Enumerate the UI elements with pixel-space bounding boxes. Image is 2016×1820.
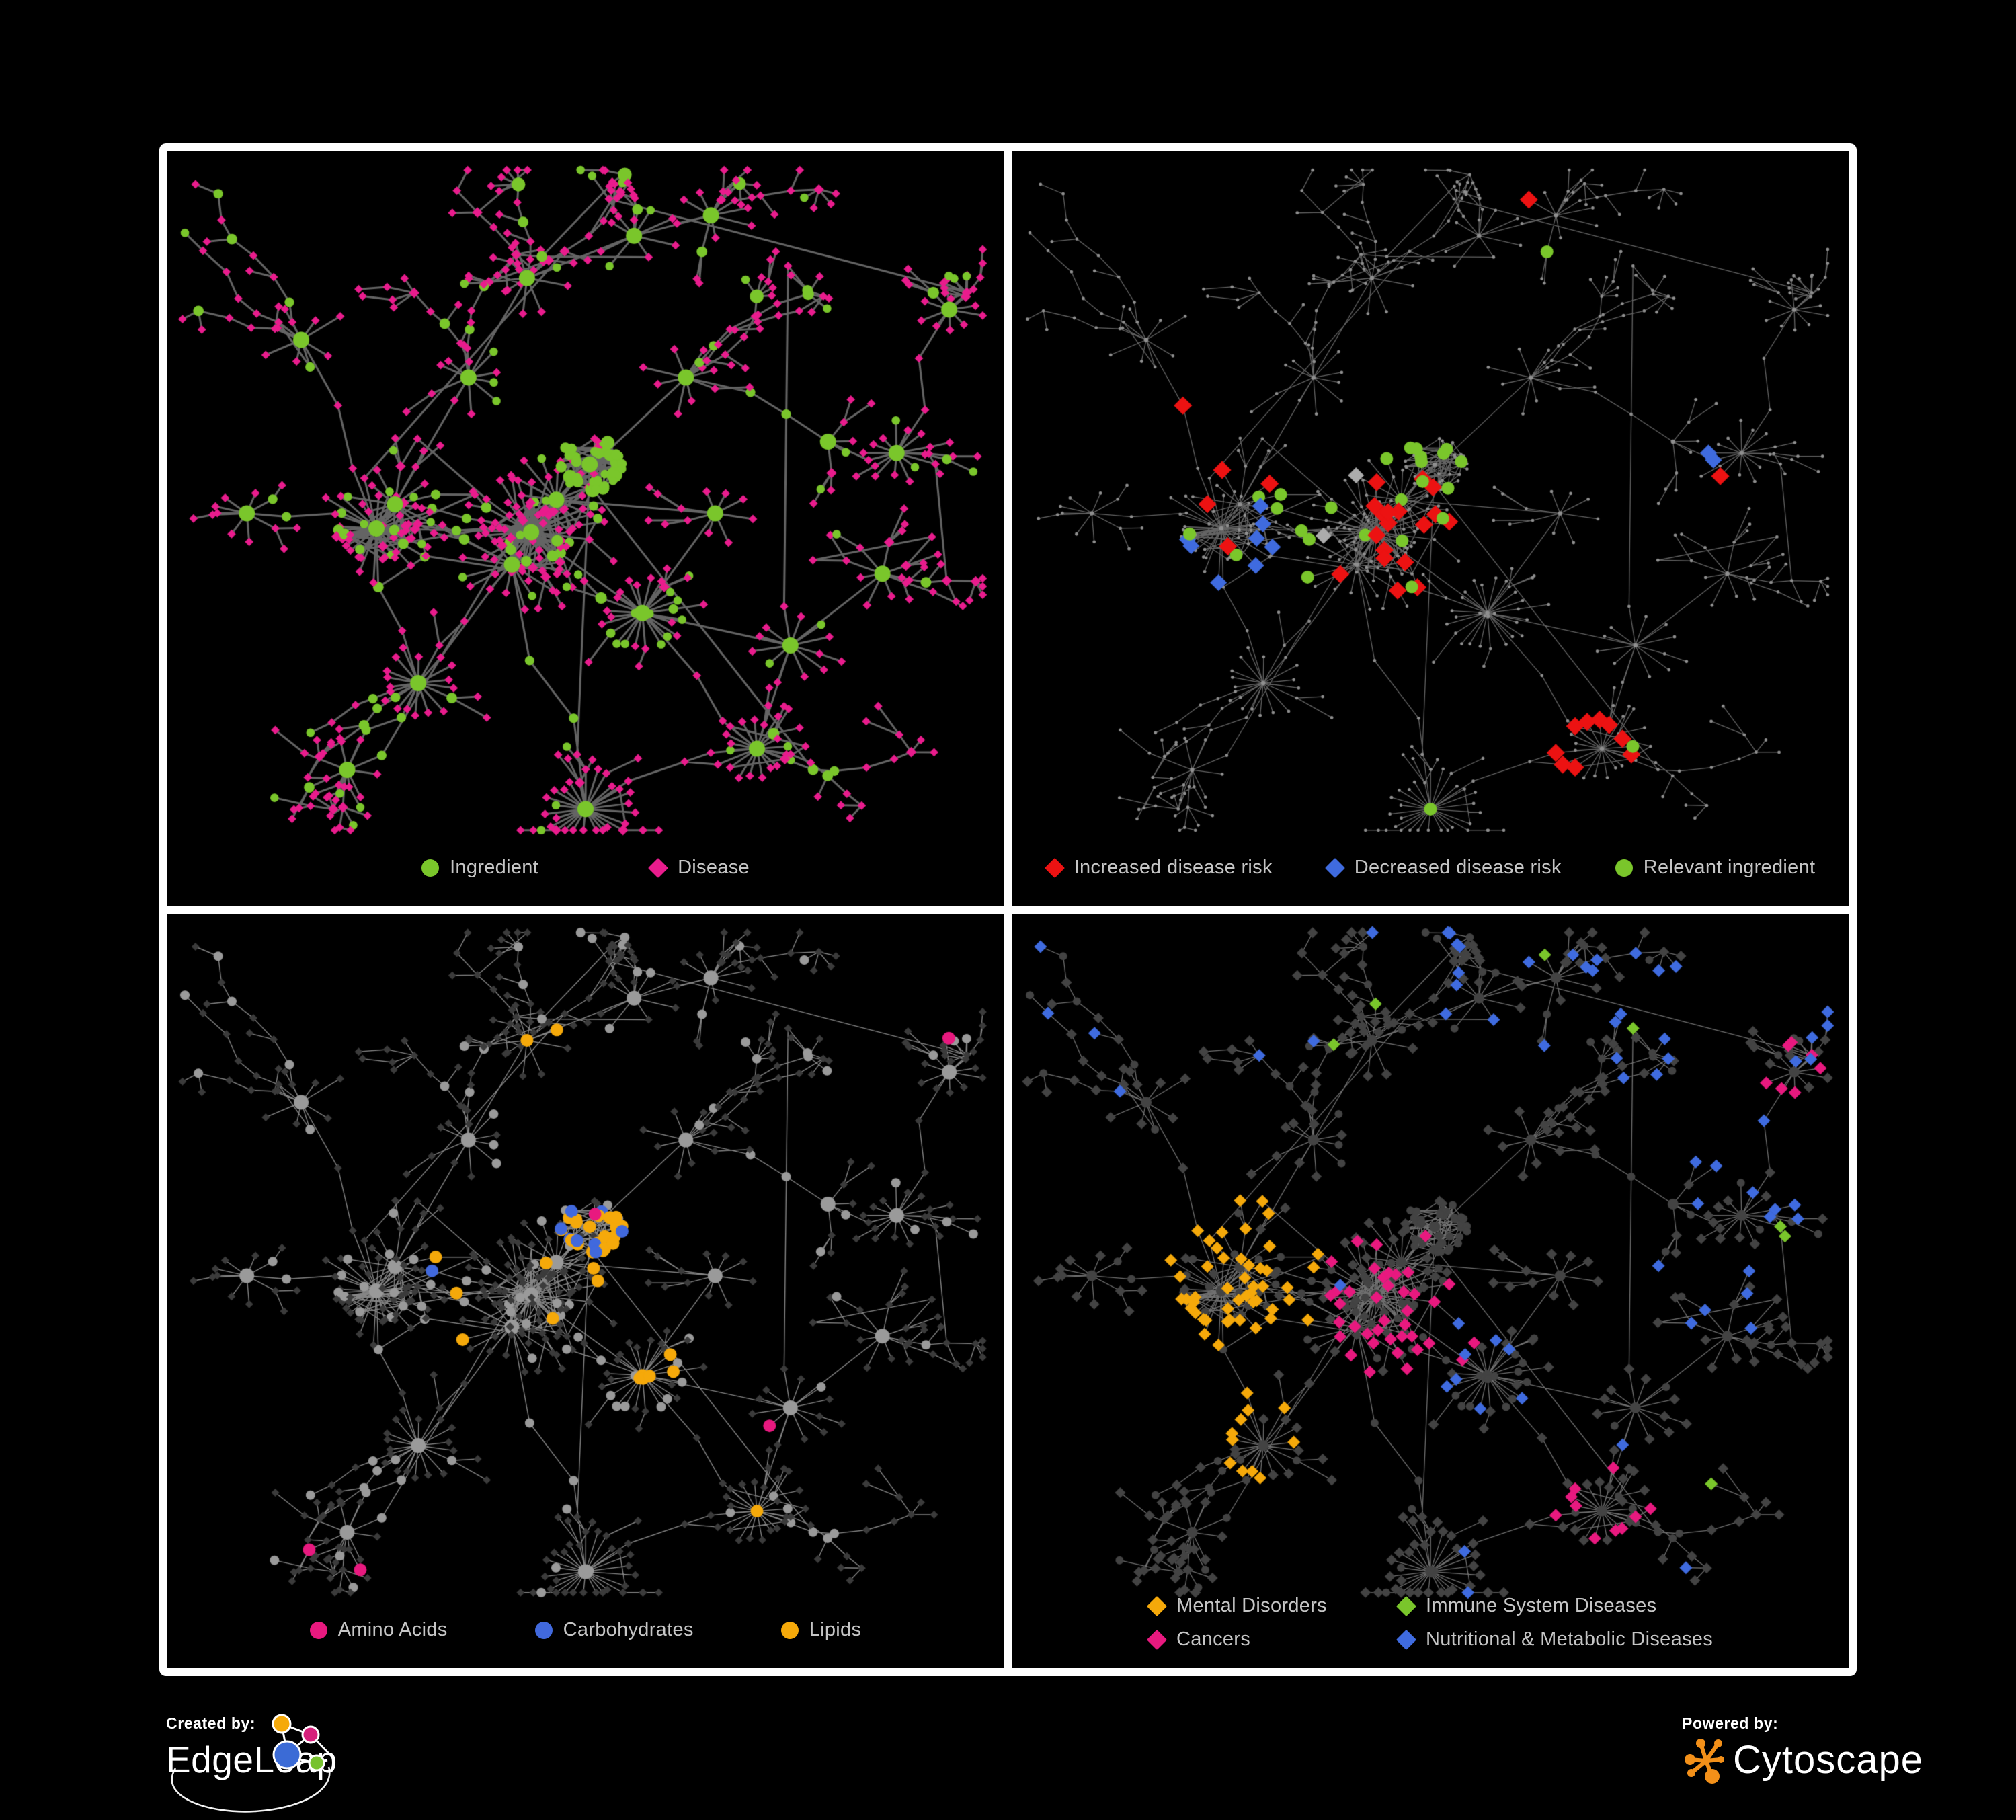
legend-item-cancers: Cancers — [1146, 1628, 1251, 1651]
created-by-label: Created by: — [166, 1714, 256, 1732]
legend-disease-risk: Increased disease risk Decreased disease … — [1012, 857, 1849, 879]
legend-swatch-diamond — [1396, 1629, 1417, 1650]
legend-label: Ingredient — [450, 857, 539, 878]
legend-swatch-diamond — [1324, 857, 1345, 878]
legend-label: Nutritional & Metabolic Diseases — [1425, 1628, 1713, 1650]
network-canvas-disease-risk — [1012, 151, 1849, 906]
network-canvas-ingredient-classes — [167, 914, 1004, 1668]
legend-label: Immune System Diseases — [1425, 1595, 1657, 1616]
legend-item-increased-disease-risk: Increased disease risk — [1044, 857, 1273, 879]
cytoscape-network-icon — [1685, 1739, 1724, 1784]
panel-ingredients-diseases: Ingredient Disease — [167, 151, 1004, 906]
legend-swatch-circle — [309, 1621, 327, 1639]
network-canvas-ingredients-diseases — [167, 151, 1004, 906]
powered-by-label: Powered by: — [1682, 1714, 1779, 1732]
legend-swatch-circle — [780, 1621, 799, 1639]
legend-swatch-diamond — [647, 857, 669, 878]
legend-swatch-diamond — [1146, 1629, 1168, 1650]
legend-item-nutritional-metabolic-diseases: Nutritional & Metabolic Diseases — [1396, 1628, 1713, 1651]
network-canvas-disease-categories — [1012, 914, 1849, 1668]
edgeleap-logo: Created by: EdgeLeap — [166, 1714, 348, 1819]
legend-item-immune-system-diseases: Immune System Diseases — [1396, 1595, 1657, 1617]
legend-swatch-diamond — [1146, 1595, 1168, 1616]
panel-disease-categories: Mental Disorders Immune System Diseases Ca… — [1012, 914, 1849, 1668]
legend-item-carbohydrates: Carbohydrates — [534, 1619, 694, 1641]
legend-label: Decreased disease risk — [1354, 857, 1562, 878]
legend-item-mental-disorders: Mental Disorders — [1146, 1595, 1327, 1617]
legend-swatch-diamond — [1044, 857, 1065, 878]
legend-item-relevant-ingredient: Relevant ingredient — [1615, 857, 1816, 879]
legend-item-amino-acids: Amino Acids — [309, 1619, 448, 1641]
legend-label: Amino Acids — [337, 1619, 448, 1640]
cytoscape-logo: Powered by: Cytoscape — [1682, 1714, 1923, 1785]
legend-ingredient-classes: Amino Acids Carbohydrates Lipids — [167, 1619, 1004, 1641]
legend-label: Relevant ingredient — [1643, 857, 1816, 878]
legend-ingredients-diseases: Ingredient Disease — [167, 857, 1004, 879]
legend-label: Disease — [678, 857, 750, 878]
legend-swatch-circle — [421, 859, 440, 877]
legend-item-decreased-disease-risk: Decreased disease risk — [1324, 857, 1562, 879]
legend-label: Carbohydrates — [563, 1619, 694, 1640]
legend-item-disease: Disease — [647, 857, 750, 879]
legend-item-lipids: Lipids — [780, 1619, 862, 1641]
legend-label: Cancers — [1176, 1628, 1251, 1650]
legend-label: Lipids — [809, 1619, 862, 1640]
legend-label: Increased disease risk — [1074, 857, 1273, 878]
legend-swatch-circle — [534, 1621, 553, 1639]
legend-swatch-circle — [1615, 859, 1633, 877]
panel-disease-risk: Increased disease risk Decreased disease … — [1012, 151, 1849, 906]
edgeleap-brand-name: EdgeLeap — [166, 1739, 337, 1780]
panel-ingredient-classes: Amino Acids Carbohydrates Lipids — [167, 914, 1004, 1668]
legend-swatch-diamond — [1396, 1595, 1417, 1616]
legend-disease-categories: Mental Disorders Immune System Diseases Ca… — [1146, 1595, 1713, 1651]
panel-grid: Ingredient Disease Increased disease risk… — [159, 143, 1857, 1676]
legend-label: Mental Disorders — [1176, 1595, 1327, 1616]
cytoscape-brand-name: Cytoscape — [1733, 1737, 1924, 1782]
legend-item-ingredient: Ingredient — [421, 857, 538, 879]
